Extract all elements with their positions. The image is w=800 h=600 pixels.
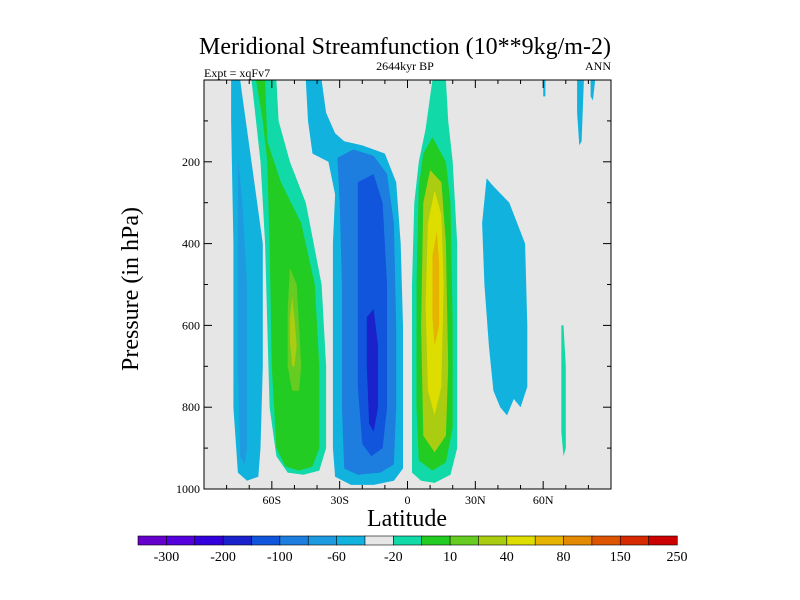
colorbar-label: 40 [500,550,514,565]
y-axis-label: Pressure (in hPa) [118,207,144,371]
cell-nh-polar-streak [561,325,566,457]
experiment-label: Expt = xqFv7 [204,66,270,80]
colorbar-label: 150 [610,550,631,565]
y-tick-label: 600 [182,318,200,332]
cell-hadley-south-core [366,309,379,432]
cell-nh-top-streak-1 [543,80,546,97]
season-label: ANN [585,59,611,73]
cell-nh-top-streak-2 [577,80,584,146]
y-tick-label: 800 [182,400,200,414]
colorbar-swatch [591,535,621,546]
x-axis-label: Latitude [367,506,447,532]
cell-60s-core [237,157,247,465]
y-tick-label: 400 [182,237,200,251]
chart-subtitle: 2644kyr BP [376,59,434,73]
colorbar-label: -20 [384,550,403,565]
colorbar-swatch [251,535,281,546]
cell-nh-mid-blue [482,178,528,416]
colorbar-label: -60 [327,550,346,565]
x-tick-label: 60N [533,493,554,507]
cell-hadley-north-peak [432,231,440,346]
x-tick-label: 30S [330,493,349,507]
x-tick-label: 60S [262,493,281,507]
colorbar-swatch [307,535,338,546]
colorbar-swatch [478,535,508,546]
colorbar-swatch [279,535,309,546]
y-tick-label: 1000 [176,482,200,496]
chart-title: Meridional Streamfunction (10**9kg/m-2) [199,34,611,60]
colorbar-swatch [222,535,253,546]
colorbar-label: -100 [267,550,293,565]
contour-cells [231,80,596,485]
x-tick-label: 0 [405,493,411,507]
colorbar-swatch [336,535,366,546]
colorbar: -300 -200 -100 -60 -20 10 40 80 150 250 [137,535,688,565]
plot-area: 60S 30S 0 30N 60N 200 400 600 800 1000 [176,79,612,507]
colorbar-swatch [506,535,536,546]
colorbar-swatch [648,535,678,546]
colorbar-swatch [166,535,196,546]
cell-ferrel-mid [256,80,320,471]
x-tick-label: 30N [465,493,486,507]
colorbar-swatch [534,535,565,546]
axis-ticks: 60S 30S 0 30N 60N 200 400 600 800 1000 [176,80,611,507]
cell-ferrel-core [289,296,297,367]
colorbar-swatch [364,535,394,546]
colorbar-swatch [393,535,423,546]
cell-nh-top-streak-3 [590,80,596,101]
colorbar-swatch [449,535,480,546]
colorbar-swatch [619,535,650,546]
colorbar-swatch [421,535,451,546]
colorbar-swatch [194,535,224,546]
colorbar-label: 80 [557,550,571,565]
colorbar-label: 250 [667,550,688,565]
colorbar-swatch [563,535,593,546]
colorbar-label: 10 [443,550,457,565]
y-tick-label: 200 [182,155,200,169]
colorbar-label: -300 [154,550,180,565]
colorbar-swatch [137,535,167,546]
colorbar-label: -200 [210,550,236,565]
